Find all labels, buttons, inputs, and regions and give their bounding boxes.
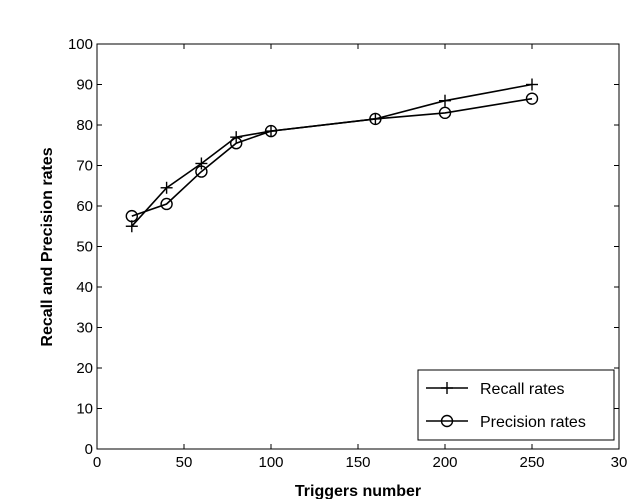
series-recall [125,78,538,233]
data-point-circle [229,137,243,150]
series-line [131,83,533,227]
y-tick-label: 80 [76,117,93,134]
y-axis-label: Recall and Precision rates [39,147,56,346]
data-point-circle [160,197,173,211]
legend-recall-marker [441,382,453,394]
y-tick-label: 90 [76,77,93,94]
y-tick-label: 100 [68,36,93,53]
y-tick-label: 70 [76,158,93,175]
data-point-circle [438,106,452,120]
legend: Recall rates Precision rates [417,369,615,441]
data-point-plus [160,181,173,194]
x-tick-label: 0 [93,454,101,471]
y-tick-label: 60 [76,198,93,215]
x-tick-label: 30 [611,454,628,471]
data-point-circle [264,124,278,138]
x-tick-label: 250 [519,454,544,471]
y-tick-label: 20 [76,360,93,377]
data-point-circle [125,209,139,223]
data-point-circle [369,112,382,126]
legend-precision-label: Precision rates [480,414,586,431]
y-tick-label: 50 [76,239,93,256]
y-tick-label: 30 [76,320,93,337]
x-tick-label: 50 [176,454,193,471]
legend-box [417,369,615,441]
data-point-circle [525,92,539,105]
series-line [131,97,533,217]
series-precision [125,92,539,223]
y-tick-label: 10 [76,401,93,418]
data-point-plus [195,157,208,170]
x-tick-label: 200 [432,454,457,471]
x-tick-label: 150 [345,454,370,471]
x-tick-label: 100 [258,454,283,471]
x-axis-label: Triggers number [295,483,421,499]
legend-recall-label: Recall rates [480,381,564,398]
legend-precision-marker [440,414,454,428]
data-point-circle [195,165,208,178]
data-point-plus [439,94,451,107]
y-tick-label: 40 [76,279,93,296]
series-layer [125,78,539,233]
data-point-plus [526,78,538,91]
y-tick-label: 0 [85,441,93,458]
